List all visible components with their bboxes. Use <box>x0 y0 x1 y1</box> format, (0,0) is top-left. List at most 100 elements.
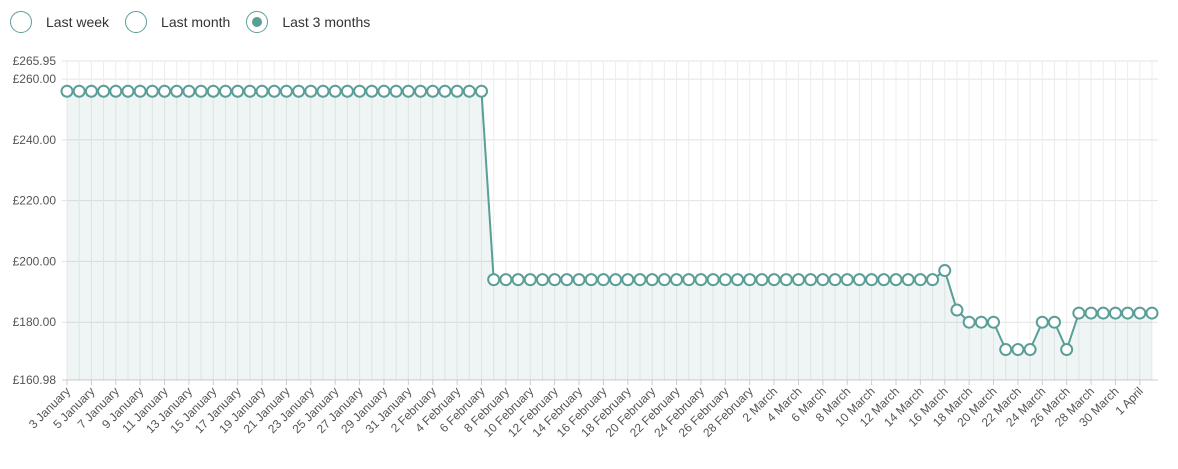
point <box>145 84 159 98</box>
point <box>999 343 1013 357</box>
y-tick-label: £220.00 <box>13 194 57 208</box>
point <box>1121 306 1135 320</box>
area <box>67 91 1152 381</box>
point <box>633 273 647 287</box>
point <box>1060 343 1074 357</box>
point <box>340 84 354 98</box>
point <box>755 273 769 287</box>
point <box>414 84 428 98</box>
point <box>121 84 135 98</box>
point <box>182 84 196 98</box>
y-tick-label: £180.00 <box>13 315 57 329</box>
point <box>962 315 976 329</box>
radio-label: Last 3 months <box>282 14 371 30</box>
point <box>109 84 123 98</box>
point <box>84 84 98 98</box>
point <box>816 273 830 287</box>
point <box>889 273 903 287</box>
point <box>852 273 866 287</box>
point <box>231 84 245 98</box>
point <box>328 84 342 98</box>
radio-option[interactable]: Last 3 months <box>246 11 370 33</box>
point <box>438 84 452 98</box>
point <box>133 84 147 98</box>
y-tick-label: £240.00 <box>13 133 57 147</box>
point <box>682 273 696 287</box>
point <box>840 273 854 287</box>
point <box>621 273 635 287</box>
point <box>1035 315 1049 329</box>
radio-button[interactable] <box>10 11 32 33</box>
point <box>292 84 306 98</box>
range-selector: Last week Last month Last 3 months <box>10 11 370 33</box>
point <box>535 273 549 287</box>
point <box>877 273 891 287</box>
point <box>72 84 86 98</box>
point <box>901 273 915 287</box>
point <box>401 84 415 98</box>
point <box>828 273 842 287</box>
y-tick-label: £265.95 <box>13 54 57 68</box>
point <box>1023 343 1037 357</box>
y-tick-label: £260.00 <box>13 72 57 86</box>
point <box>1133 306 1147 320</box>
radio-option[interactable]: Last week <box>10 11 109 33</box>
radio-button[interactable] <box>246 11 269 33</box>
point <box>60 84 74 98</box>
radio-button[interactable] <box>125 11 148 33</box>
point <box>974 315 988 329</box>
point <box>791 273 805 287</box>
point <box>97 84 111 98</box>
point <box>1108 306 1122 320</box>
point <box>243 84 257 98</box>
point <box>353 84 367 98</box>
point <box>206 84 220 98</box>
point <box>1072 306 1086 320</box>
point <box>718 273 732 287</box>
point <box>767 273 781 287</box>
x-tick-label: 1 April <box>1112 384 1145 417</box>
point <box>218 84 232 98</box>
y-tick-label: £200.00 <box>13 254 57 268</box>
point <box>670 273 684 287</box>
point <box>804 273 818 287</box>
point <box>706 273 720 287</box>
y-tick-label: £160.98 <box>13 373 57 387</box>
point <box>1011 343 1025 357</box>
point <box>1145 306 1159 320</box>
radio-label: Last week <box>46 14 110 30</box>
point <box>926 273 940 287</box>
point <box>560 273 574 287</box>
point <box>645 273 659 287</box>
point <box>657 273 671 287</box>
point <box>694 273 708 287</box>
point <box>779 273 793 287</box>
point <box>389 84 403 98</box>
point <box>523 273 537 287</box>
point <box>511 273 525 287</box>
point <box>462 84 476 98</box>
point <box>572 273 586 287</box>
point <box>1047 315 1061 329</box>
radio-option[interactable]: Last month <box>125 11 230 33</box>
point <box>596 273 610 287</box>
point <box>1096 306 1110 320</box>
point <box>450 84 464 98</box>
point <box>267 84 281 98</box>
point <box>279 84 293 98</box>
point <box>194 84 208 98</box>
point <box>304 84 318 98</box>
point <box>913 273 927 287</box>
point <box>950 303 964 317</box>
point <box>865 273 879 287</box>
point <box>609 273 623 287</box>
point <box>499 273 513 287</box>
point <box>474 84 488 98</box>
point <box>743 273 757 287</box>
point <box>426 84 440 98</box>
point <box>158 84 172 98</box>
point <box>377 84 391 98</box>
point <box>938 264 952 278</box>
